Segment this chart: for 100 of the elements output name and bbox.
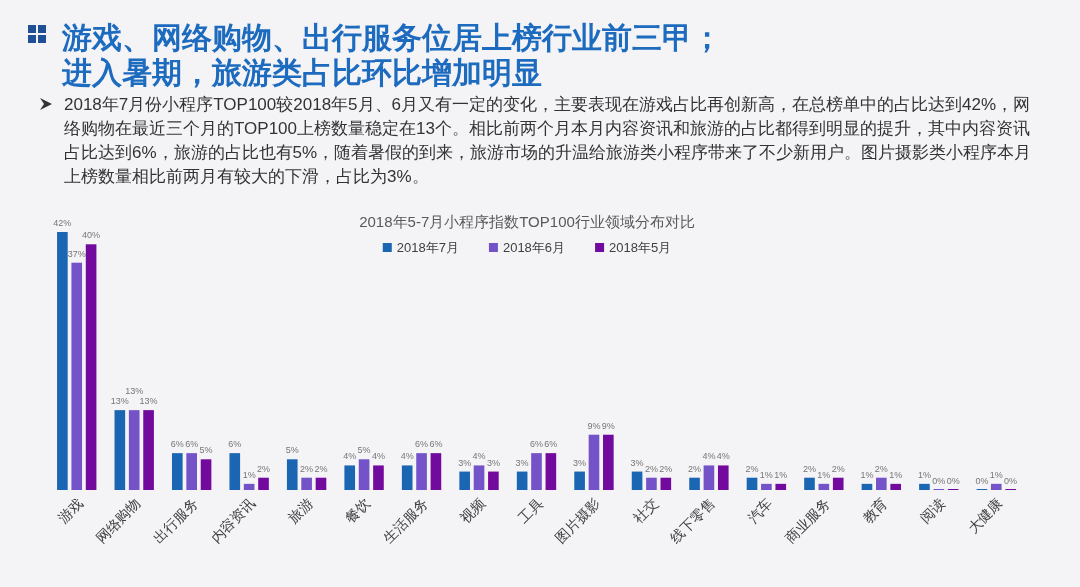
data-label: 4% (343, 451, 357, 462)
data-label: 1% (774, 469, 788, 480)
bar (243, 483, 255, 490)
bar (473, 465, 485, 490)
data-label: 1% (817, 469, 831, 480)
bar (85, 244, 97, 490)
data-label: 5% (285, 445, 299, 456)
bar (171, 453, 183, 490)
data-label: 3% (458, 457, 472, 468)
bar (832, 477, 844, 490)
x-tick-label: 大健康 (964, 494, 1006, 536)
bar (631, 471, 643, 490)
data-label: 2% (802, 463, 816, 474)
data-label: 6% (529, 439, 544, 450)
bar (315, 477, 327, 490)
data-label: 1% (242, 469, 256, 480)
data-label: 2% (644, 463, 658, 474)
data-label: 2% (874, 463, 888, 474)
data-label: 42% (53, 218, 72, 228)
bar (818, 483, 830, 490)
data-label: 40% (82, 230, 101, 241)
chart-title: 游戏、网络购物、出行服务位居上榜行业前三甲；进入暑期，旅游类占比环比增加明显 (61, 21, 722, 89)
data-label: 6% (415, 439, 429, 450)
bar (200, 459, 212, 490)
data-label: 1% (889, 469, 903, 480)
data-label: 13% (110, 396, 129, 407)
data-label: 6% (429, 439, 443, 450)
bar (459, 471, 470, 490)
bar (861, 483, 873, 490)
data-label: 5% (357, 445, 371, 456)
bar (703, 465, 715, 490)
bar (344, 465, 356, 490)
x-tick-label: 汽车 (744, 494, 776, 526)
bar (775, 483, 787, 490)
x-tick-label: 餐饮 (342, 494, 374, 526)
x-tick-label: 商业服务 (782, 494, 833, 546)
bar (358, 459, 370, 490)
bar (128, 410, 140, 490)
data-label: 4% (371, 451, 385, 462)
bar (574, 471, 585, 490)
data-label: 3% (630, 457, 644, 468)
data-label: 2% (300, 463, 314, 474)
data-label: 1% (759, 469, 773, 480)
bar (761, 483, 772, 490)
x-tick-label: 内容资讯 (207, 494, 259, 546)
data-label: 3% (515, 457, 529, 468)
x-tick-label: 教育 (859, 494, 891, 526)
bar (919, 483, 930, 490)
bar (717, 465, 729, 490)
data-label: 1% (860, 469, 874, 480)
bar (603, 434, 614, 490)
bar (57, 232, 68, 490)
bar (990, 483, 1002, 490)
data-label: 2% (659, 463, 673, 474)
data-label: 9% (601, 420, 615, 431)
legend-label: 2018年5月 (609, 240, 672, 255)
bar (746, 477, 758, 490)
bar (71, 262, 83, 490)
data-label: 13% (139, 396, 158, 407)
bar (286, 459, 298, 490)
bar (143, 410, 154, 490)
chart-subtitle: 2018年5-7月小程序指数TOP100行业领域分布对比 (359, 213, 695, 230)
bar (531, 453, 542, 490)
data-label: 2% (257, 463, 271, 474)
data-label: 4% (472, 451, 486, 462)
data-label: 2% (688, 463, 702, 474)
x-tick-label: 视频 (457, 494, 489, 526)
bar (488, 471, 499, 490)
x-tick-label: 生活服务 (379, 494, 431, 546)
bar (689, 477, 700, 490)
data-label: 3% (573, 457, 587, 468)
data-label: 4% (400, 451, 414, 462)
bar (588, 434, 600, 490)
data-label: 0% (932, 476, 946, 486)
bar (876, 477, 887, 490)
data-label: 13% (125, 386, 144, 397)
bar (401, 465, 413, 490)
bar (258, 477, 269, 490)
data-label: 5% (199, 445, 213, 456)
data-label: 1% (989, 469, 1003, 480)
x-tick-label: 工具 (514, 494, 546, 526)
bar (804, 477, 815, 490)
bar (516, 471, 528, 490)
x-tick-label: 游戏 (54, 494, 86, 526)
data-label: 6% (170, 439, 184, 450)
data-label: 2% (314, 463, 328, 474)
bar (114, 410, 126, 490)
bar (373, 465, 384, 490)
bar (186, 453, 197, 490)
x-tick-label: 阅读 (916, 494, 948, 526)
data-label: 2% (745, 463, 759, 474)
x-tick-label: 出行服务 (149, 494, 201, 546)
legend-label: 2018年7月 (396, 240, 459, 255)
data-label: 6% (185, 439, 199, 450)
x-tick-label: 图片摄影 (552, 494, 604, 546)
x-tick-label: 网络购物 (92, 494, 144, 546)
bar (545, 453, 557, 490)
data-label: 37% (67, 248, 86, 259)
x-tick-label: 旅游 (284, 494, 316, 526)
bar (416, 453, 427, 490)
